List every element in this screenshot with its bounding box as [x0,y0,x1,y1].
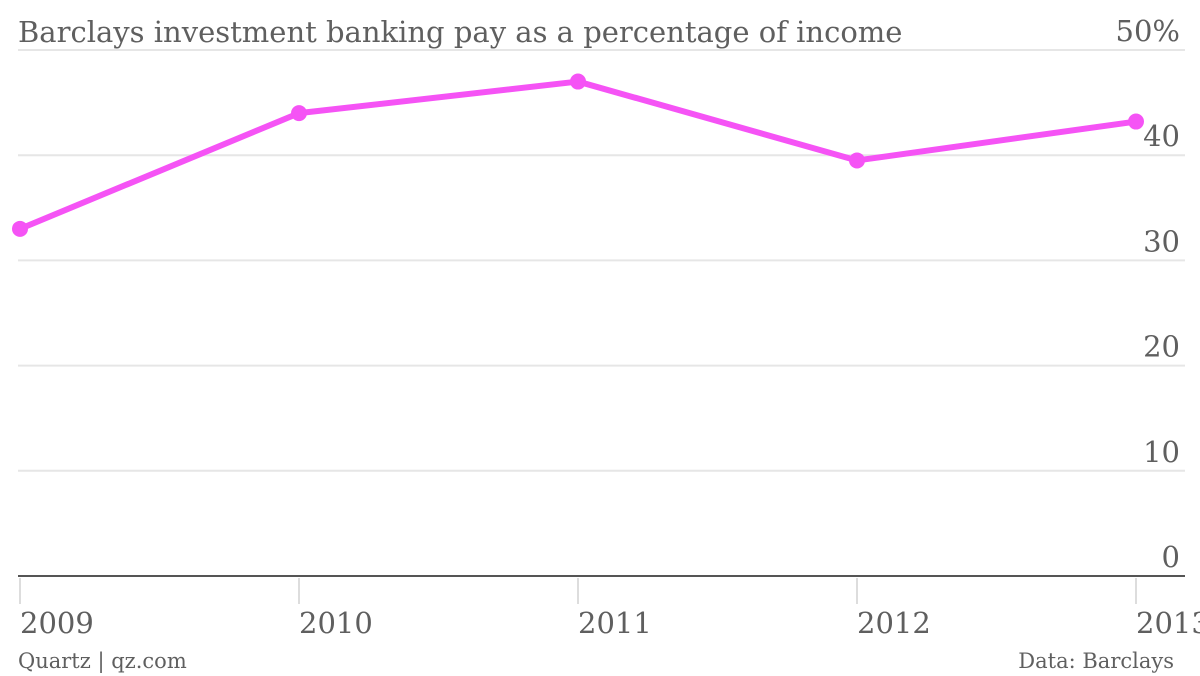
x-tick-label: 2009 [20,606,94,640]
footer-credit: Quartz | qz.com [18,649,187,674]
gridlines [18,49,1185,577]
x-tick-label: 2012 [857,606,931,640]
data-point [12,220,28,237]
footer-source: Data: Barclays [1018,649,1174,673]
y-tick-label: 10 [1143,435,1180,469]
x-tick-label: 2013 [1136,606,1200,640]
x-axis: 2009 2010 2011 2012 2013 [19,578,1200,640]
series-line [12,73,1144,237]
chart-title: Barclays investment banking pay as a per… [18,15,902,49]
data-point [570,73,586,90]
data-point [849,152,865,169]
x-tick-label: 2010 [299,606,373,640]
data-point [1128,113,1144,130]
y-tick-label: 0 [1162,540,1180,574]
y-tick-label: 50% [1116,14,1180,48]
y-tick-label: 30 [1143,224,1180,258]
y-tick-label: 40 [1143,119,1180,153]
x-tick-label: 2011 [578,606,652,640]
y-tick-label: 20 [1143,330,1180,364]
y-axis-tick-labels: 50% 40 30 20 10 0 [1116,14,1180,574]
data-point [291,105,307,122]
